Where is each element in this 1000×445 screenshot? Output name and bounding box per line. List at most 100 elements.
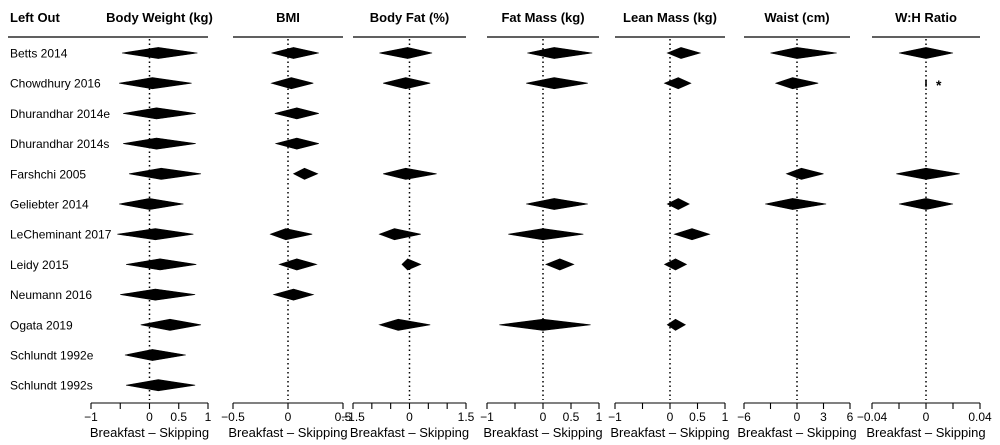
estimate-diamond-betts-2014 — [271, 47, 319, 59]
x-tick-label: 1 — [205, 410, 212, 424]
study-label: Neumann 2016 — [10, 288, 92, 302]
estimate-diamond-chowdhury-2016 — [119, 77, 192, 90]
x-tick-label: 0 — [146, 410, 153, 424]
estimate-diamond-dhurandhar-2014e — [274, 107, 319, 120]
estimate-diamond-ogata-2019 — [378, 318, 431, 331]
x-tick-label: 6 — [847, 410, 854, 424]
estimate-diamond-leidy-2015 — [401, 258, 422, 271]
estimate-diamond-dhurandhar-2014s — [274, 137, 319, 150]
estimate-diamond-geliebter-2014 — [765, 198, 827, 210]
x-tick-label: 0 — [794, 410, 801, 424]
study-label: LeCheminant 2017 — [10, 228, 112, 242]
estimate-diamond-geliebter-2014 — [119, 198, 184, 210]
study-label: Chowdhury 2016 — [10, 77, 101, 91]
estimate-diamond-schlundt-1992s — [126, 379, 196, 392]
study-label: Schlundt 1992e — [10, 349, 94, 363]
study-labels: Betts 2014 Chowdhury 2016 Dhurandhar 2014e… — [10, 47, 112, 393]
estimate-diamond-dhurandhar-2014s — [123, 137, 196, 150]
estimate-diamond-neumann-2016 — [272, 288, 315, 301]
x-tick-label: 3 — [820, 410, 827, 424]
x-tick-label: 0.5 — [335, 410, 352, 424]
panel-title: Lean Mass (kg) — [623, 10, 717, 25]
estimate-diamond-lecheminant-2017 — [378, 228, 421, 241]
estimate-diamond-lecheminant-2017 — [673, 228, 711, 241]
estimate-diamond-geliebter-2014 — [898, 198, 954, 210]
estimate-diamond-geliebter-2014 — [526, 198, 588, 210]
estimate-diamond-ogata-2019 — [499, 318, 591, 331]
study-label: Leidy 2015 — [10, 258, 69, 272]
estimate-diamond-farshchi-2005 — [292, 167, 319, 180]
x-tick-label: 0.5 — [689, 410, 706, 424]
estimate-diamond-betts-2014 — [379, 47, 433, 59]
estimate-diamond-betts-2014 — [121, 47, 198, 59]
estimate-diamond-farshchi-2005 — [383, 167, 437, 180]
panel-title: Body Fat (%) — [370, 10, 449, 25]
x-tick-label: 0 — [406, 410, 413, 424]
study-label: Betts 2014 — [10, 47, 68, 61]
estimate-diamond-dhurandhar-2014e — [123, 107, 196, 120]
x-tick-label: 1.5 — [458, 410, 475, 424]
estimate-diamond-lecheminant-2017 — [117, 228, 194, 241]
estimate-diamond-leidy-2015 — [544, 258, 575, 271]
x-tick-label: −1 — [608, 410, 622, 424]
estimate-diamond-ogata-2019 — [666, 318, 687, 331]
estimate-diamond-ogata-2019 — [140, 318, 202, 331]
estimate-diamond-lecheminant-2017 — [508, 228, 584, 241]
x-tick-label: 0 — [923, 410, 930, 424]
study-label: Ogata 2019 — [10, 318, 73, 332]
x-tick-label: 0 — [285, 410, 292, 424]
estimate-diamond-schlundt-1992e — [124, 349, 186, 361]
estimate-diamond-chowdhury-2016 — [526, 77, 588, 90]
panel-title: Fat Mass (kg) — [501, 10, 584, 25]
estimate-diamond-chowdhury-2016 — [774, 77, 819, 90]
estimate-diamond-lecheminant-2017 — [269, 228, 313, 241]
estimate-diamond-farshchi-2005 — [896, 167, 960, 180]
panel-title: Body Weight (kg) — [106, 10, 213, 25]
estimate-diamond-chowdhury-2016 — [270, 77, 314, 90]
x-axis-label: Breakfast – Skipping — [483, 425, 602, 440]
significance-marker: * — [936, 77, 942, 93]
estimate-diamond-betts-2014 — [770, 47, 837, 59]
estimate-diamond-betts-2014 — [666, 47, 702, 59]
x-axis-label: Breakfast – Skipping — [90, 425, 209, 440]
x-tick-label: −0.04 — [857, 410, 888, 424]
estimate-diamond-leidy-2015 — [278, 258, 318, 271]
x-axis-label: Breakfast – Skipping — [866, 425, 985, 440]
x-axis-label: Breakfast – Skipping — [228, 425, 347, 440]
left-out-header: Left Out — [10, 10, 60, 25]
estimate-diamond-farshchi-2005 — [785, 167, 824, 180]
x-tick-label: −1 — [480, 410, 494, 424]
x-tick-label: 0.04 — [968, 410, 992, 424]
study-label: Dhurandhar 2014s — [10, 137, 109, 151]
study-label: Schlundt 1992s — [10, 379, 93, 393]
x-axis-label: Breakfast – Skipping — [610, 425, 729, 440]
x-axis-label: Breakfast – Skipping — [350, 425, 469, 440]
study-label: Dhurandhar 2014e — [10, 107, 110, 121]
estimate-diamond-farshchi-2005 — [128, 167, 202, 180]
x-tick-label: −1 — [84, 410, 98, 424]
study-label: Farshchi 2005 — [10, 167, 86, 181]
estimate-diamond-neumann-2016 — [120, 288, 196, 301]
estimate-diamond-geliebter-2014 — [666, 198, 690, 210]
x-tick-label: −6 — [737, 410, 751, 424]
estimate-diamond-leidy-2015 — [126, 258, 197, 271]
x-tick-label: −0.5 — [221, 410, 245, 424]
x-tick-label: 1 — [596, 410, 603, 424]
x-tick-label: 0.5 — [563, 410, 580, 424]
x-tick-label: 0 — [667, 410, 674, 424]
panel-title: BMI — [276, 10, 300, 25]
x-tick-label: −1.5 — [341, 410, 365, 424]
estimate-diamond-betts-2014 — [527, 47, 593, 59]
x-tick-label: 1 — [722, 410, 729, 424]
x-axis-label: Breakfast – Skipping — [737, 425, 856, 440]
x-tick-label: 0 — [540, 410, 547, 424]
estimate-diamond-chowdhury-2016 — [383, 77, 431, 90]
